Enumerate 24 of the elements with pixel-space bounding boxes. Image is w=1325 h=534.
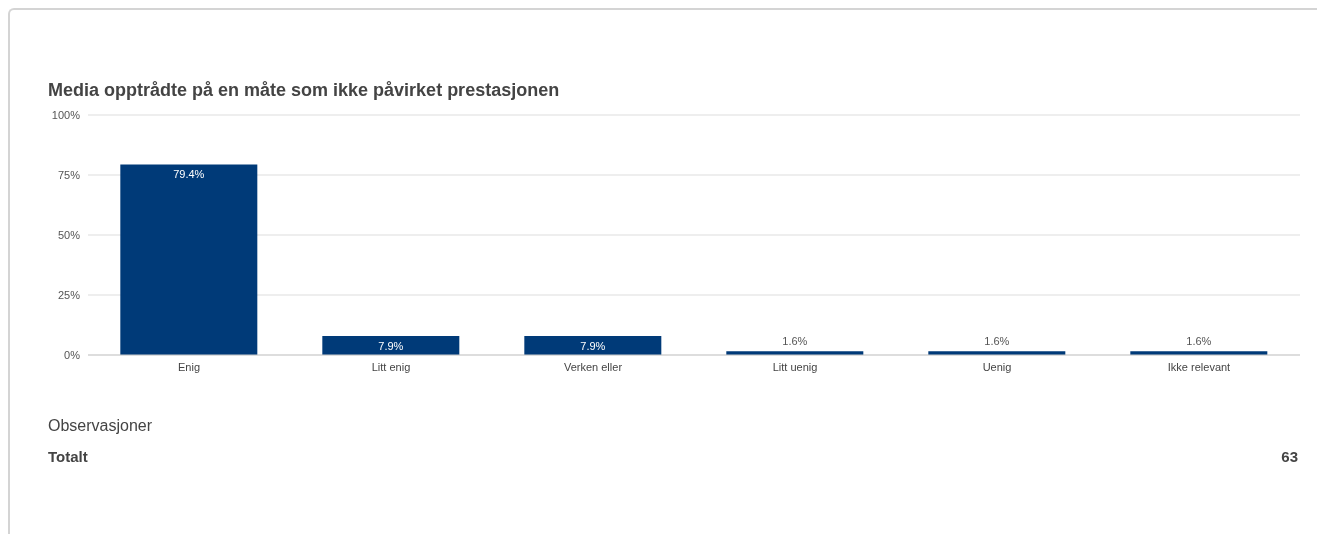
- data-label: 7.9%: [378, 340, 404, 353]
- data-label: 7.9%: [580, 340, 606, 353]
- bar: [322, 336, 460, 355]
- text: 63: [1281, 448, 1298, 465]
- data-label: 1.6%: [984, 335, 1010, 348]
- y-tick-label: 0%: [64, 348, 81, 361]
- bar: [524, 336, 662, 355]
- x-tick-label: Verken eller: [563, 360, 623, 373]
- x-tick-label: Litt enig: [371, 360, 411, 373]
- text: Totalt: [48, 448, 88, 465]
- y-tick-label: 25%: [57, 288, 81, 301]
- x-tick-label: Uenig: [982, 360, 1012, 373]
- bar: [120, 164, 258, 355]
- y-tick-label: 75%: [57, 168, 81, 181]
- data-label: 79.4%: [173, 168, 205, 181]
- x-tick-label: Litt uenig: [772, 360, 818, 373]
- y-tick-label: 100%: [51, 108, 81, 121]
- x-tick-label: Ikke relevant: [1167, 360, 1231, 373]
- y-tick-label: 50%: [57, 228, 81, 241]
- data-label: 1.6%: [1186, 335, 1212, 348]
- text: Observasjoner: [48, 417, 153, 435]
- chart-title: Media opptrådte på en måte som ikke påvirket prestasjonen: [48, 80, 560, 101]
- x-tick-label: Enig: [177, 360, 201, 373]
- data-label: 1.6%: [782, 335, 808, 348]
